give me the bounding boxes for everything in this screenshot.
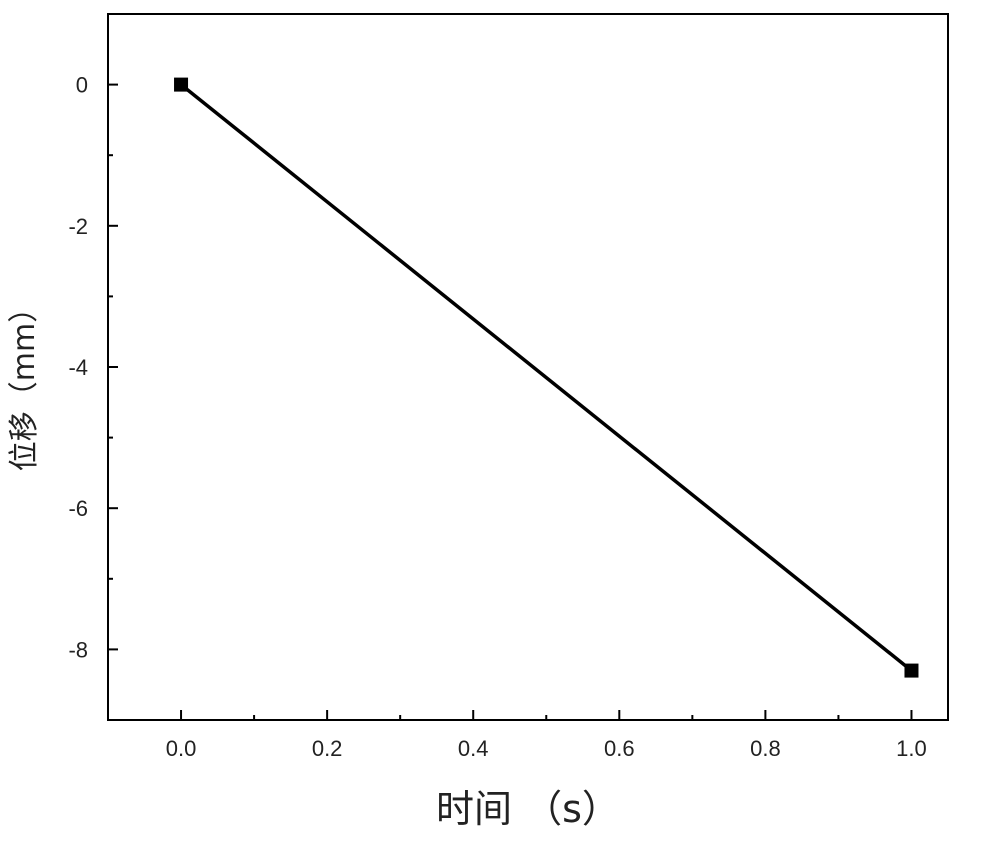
y-tick-label: -6 <box>68 496 88 521</box>
data-point-marker <box>904 663 919 678</box>
plot-frame <box>107 13 949 721</box>
x-axis-ticks: 0.0 0.2 0.4 0.6 0.8 1.0 <box>166 710 927 761</box>
x-axis-title: 时间 （s） <box>436 787 620 831</box>
series-line <box>179 83 913 672</box>
y-tick-label: 0 <box>76 73 88 98</box>
x-tick-label: 0.2 <box>312 736 343 761</box>
data-point-marker <box>174 77 189 92</box>
data-series <box>174 77 919 678</box>
y-axis-title: 位移（mm） <box>7 293 42 471</box>
x-tick-label: 0.4 <box>458 736 489 761</box>
y-axis-ticks: 0 -2 -4 -6 -8 <box>68 13 118 721</box>
y-tick-label: -4 <box>68 355 88 380</box>
y-tick-label: -8 <box>68 637 88 662</box>
y-tick-label: -2 <box>68 214 88 239</box>
x-tick-label: 0.6 <box>604 736 635 761</box>
x-tick-label: 0.0 <box>166 736 197 761</box>
x-tick-label: 1.0 <box>896 736 927 761</box>
x-tick-label: 0.8 <box>750 736 781 761</box>
